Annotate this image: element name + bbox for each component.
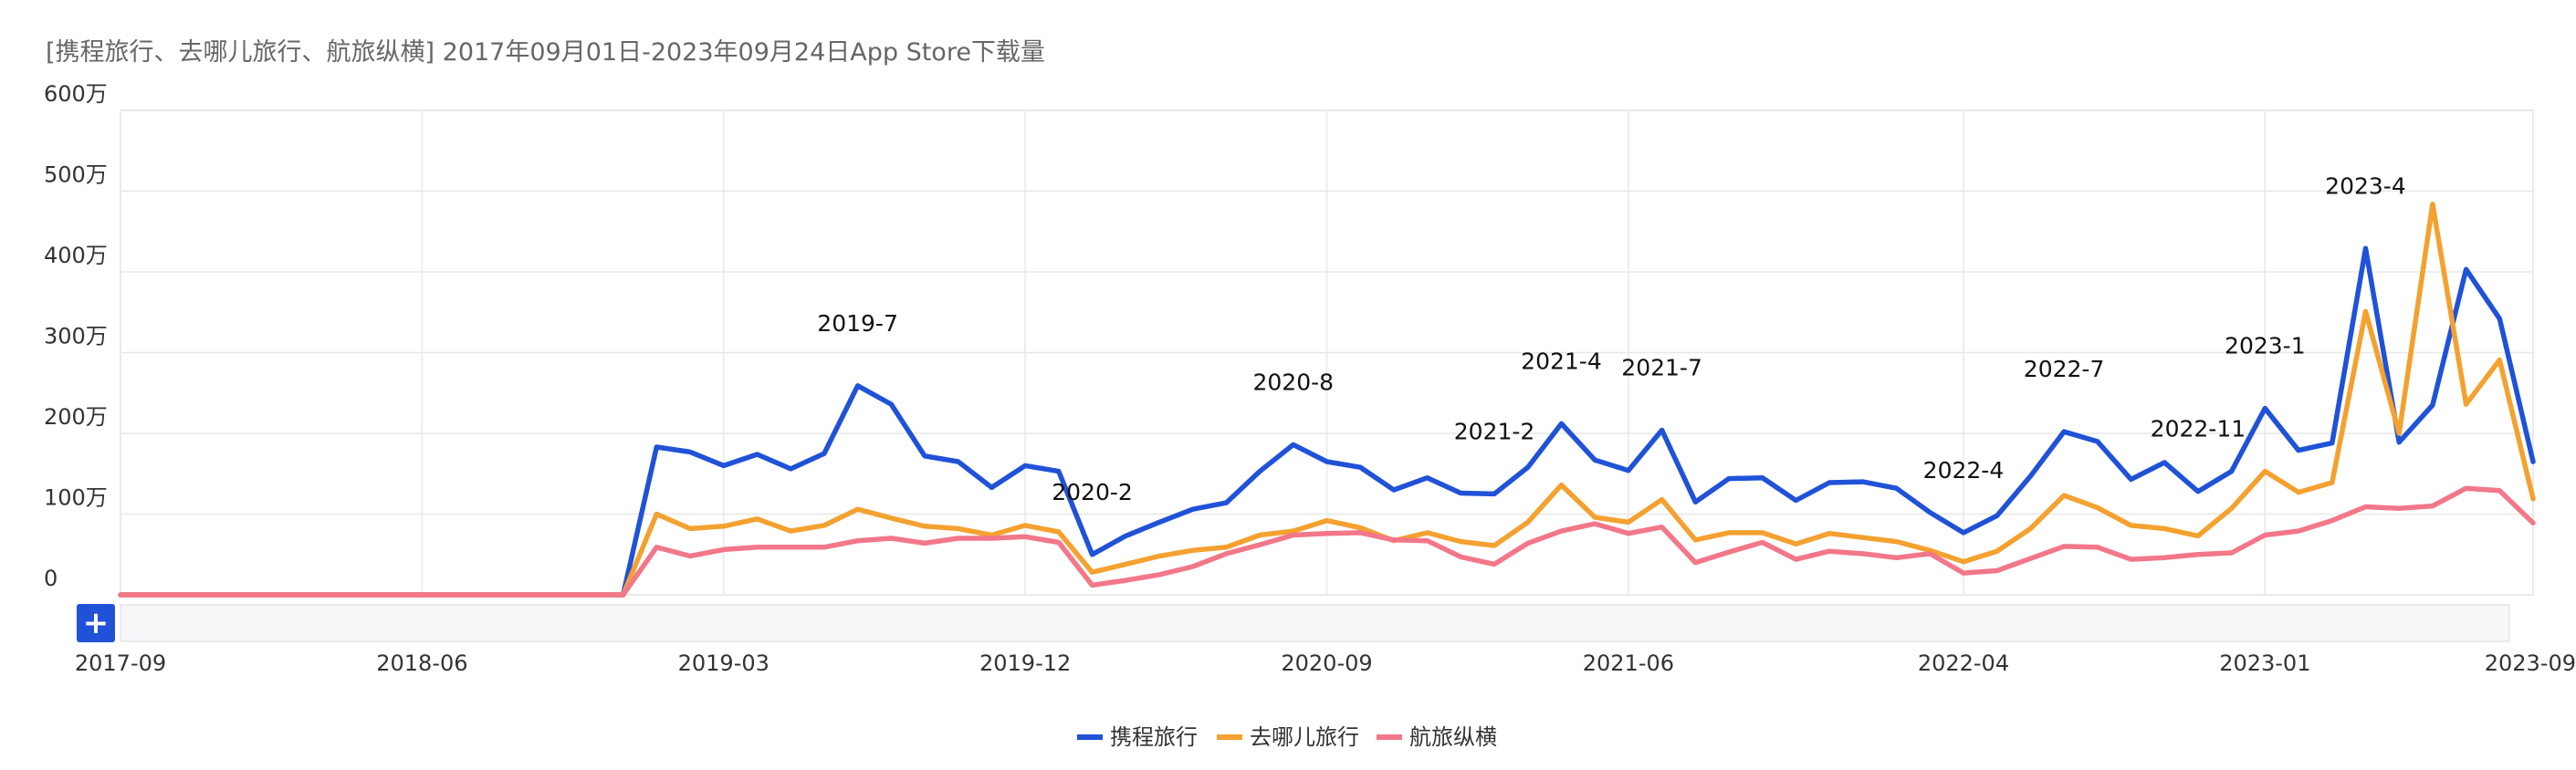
y-tick-label: 400万 xyxy=(44,243,108,268)
zoom-handle-button[interactable] xyxy=(77,604,115,642)
x-tick-label: 2020-09 xyxy=(1281,650,1372,676)
x-tick-label: 2021-06 xyxy=(1583,650,1674,676)
legend-label-ctrip[interactable]: 携程旅行 xyxy=(1110,724,1198,750)
y-tick-label: 500万 xyxy=(44,162,108,188)
y-tick-label: 300万 xyxy=(44,324,108,349)
zoom-slider[interactable]: + xyxy=(77,604,2510,642)
x-tick-label: 2019-03 xyxy=(678,650,770,676)
annotation-label: 2022-4 xyxy=(1923,457,2005,484)
legend-label-umetrip[interactable]: 航旅纵横 xyxy=(1409,724,1497,750)
x-tick-label: 2018-06 xyxy=(376,650,467,676)
y-axis-labels: 0 100万 200万 300万 400万 500万 600万 xyxy=(44,81,108,591)
x-tick-label: 2022-04 xyxy=(1918,650,2009,676)
series-line-umetrip[interactable] xyxy=(118,485,2536,598)
x-axis-labels: 2017-09 2018-06 2019-03 2019-12 2020-09 2021-… xyxy=(75,650,2576,676)
zoom-handle-plus-icon[interactable]: + xyxy=(83,605,110,641)
y-tick-label: 200万 xyxy=(44,404,108,430)
series-layer xyxy=(118,201,2536,598)
x-tick-label: 2023-09 xyxy=(2485,650,2576,676)
x-tick-label: 2019-12 xyxy=(979,650,1071,676)
y-tick-label: 600万 xyxy=(44,81,108,107)
annotation-label: 2023-1 xyxy=(2225,333,2306,359)
x-tick-label: 2023-01 xyxy=(2219,650,2310,676)
annotation-label: 2021-7 xyxy=(1621,354,1702,380)
zoom-slider-track[interactable] xyxy=(120,604,2510,642)
annotation-label: 2021-2 xyxy=(1454,418,1535,444)
annotation-label: 2020-8 xyxy=(1253,369,1335,395)
legend-label-qunar[interactable]: 去哪儿旅行 xyxy=(1250,724,1359,750)
annotation-label: 2019-7 xyxy=(817,310,898,337)
y-tick-label: 0 xyxy=(44,566,58,591)
annotation-label: 2022-7 xyxy=(2024,356,2105,382)
chart-title: [携程旅行、去哪儿旅行、航旅纵横] 2017年09月01日-2023年09月24… xyxy=(46,38,1045,67)
annotation-layer: 2019-7 2020-2 2020-8 2021-2 2021-4 2021-7 2022… xyxy=(817,172,2405,505)
annotation-label: 2021-4 xyxy=(1521,348,1602,374)
grid-layer xyxy=(120,109,2534,596)
y-tick-label: 100万 xyxy=(44,485,108,511)
annotation-label: 2020-2 xyxy=(1052,479,1133,505)
annotation-label: 2023-4 xyxy=(2325,172,2406,199)
legend: 携程旅行 去哪儿旅行 航旅纵横 xyxy=(1077,724,1497,750)
x-tick-label: 2017-09 xyxy=(75,650,166,676)
annotation-label: 2022-11 xyxy=(2151,416,2246,442)
